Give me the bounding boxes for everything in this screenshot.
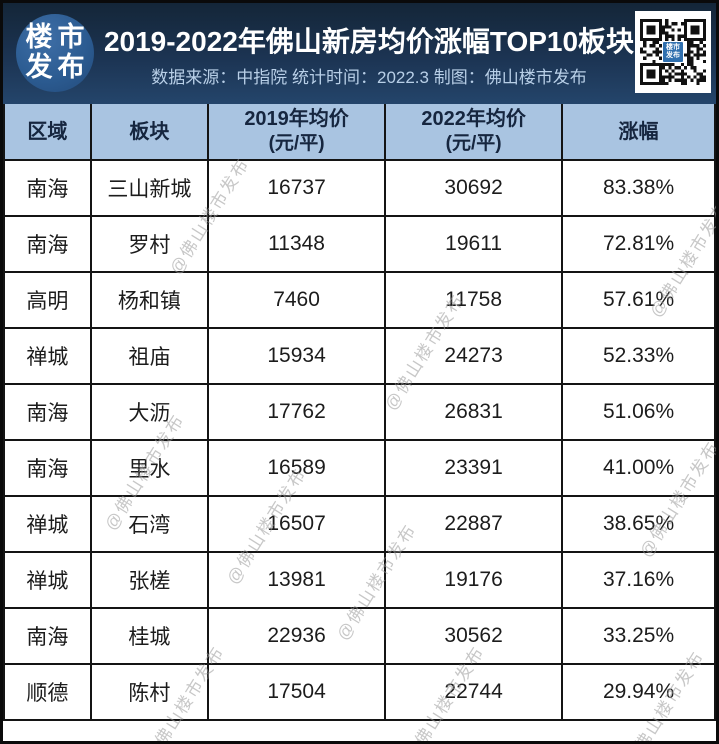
col-header-region-label: 区域 [27,120,68,143]
col-header-price-2022: 2022年均价 (元/平) [384,104,564,161]
cell-region: 南海 [3,383,92,441]
cell-price-2022: 30562 [384,607,564,665]
table-row: 禅城 石湾 16507 22887 38.65% [3,495,716,553]
cell-price-2019: 15934 [207,327,387,385]
cell-price-2022: 22744 [384,663,564,721]
table-header-row: 区域 板块 2019年均价 (元/平) 2022年均价 (元/平) 涨幅 [3,104,716,161]
cell-region: 禅城 [3,551,92,609]
page-title: 2019-2022年佛山新房均价涨幅TOP10板块 [103,26,635,57]
cell-price-2022: 19176 [384,551,564,609]
table-row: 南海 大沥 17762 26831 51.06% [3,383,716,441]
cell-growth: 38.65% [561,495,716,553]
logo-line1: 楼市 [25,22,90,53]
col-header-price-2019-unit: (元/平) [268,133,325,155]
qr-center-line1: 楼市 [666,43,680,51]
cell-price-2022: 23391 [384,439,564,497]
table-body: 南海 三山新城 16737 30692 83.38% 南海 罗村 11348 19611 72.8… [3,159,716,721]
cell-region: 南海 [3,159,92,217]
cell-growth: 72.81% [561,215,716,273]
col-header-region: 区域 [3,104,92,161]
cell-area: 陈村 [89,663,210,721]
cell-price-2019: 17504 [207,663,387,721]
cell-area: 大沥 [89,383,210,441]
cell-region: 顺德 [3,663,92,721]
cell-area: 罗村 [89,215,210,273]
cell-growth: 29.94% [561,663,716,721]
qr-pattern-icon [640,19,706,85]
cell-area: 里水 [89,439,210,497]
cell-price-2022: 30692 [384,159,564,217]
qr-code: 楼市 发布 [635,11,711,93]
cell-area: 杨和镇 [89,271,210,329]
cell-price-2019: 13981 [207,551,387,609]
cell-region: 禅城 [3,495,92,553]
cell-growth: 33.25% [561,607,716,665]
col-header-price-2019: 2019年均价 (元/平) [207,104,387,161]
col-header-price-2022-unit: (元/平) [445,133,502,155]
cell-price-2019: 16589 [207,439,387,497]
table-row: 禅城 张槎 13981 19176 37.16% [3,551,716,609]
cell-price-2022: 24273 [384,327,564,385]
cell-growth: 57.61% [561,271,716,329]
table-head: 区域 板块 2019年均价 (元/平) 2022年均价 (元/平) 涨幅 [3,104,716,161]
cell-price-2019: 7460 [207,271,387,329]
page-subtitle: 数据来源：中指院 统计时间：2022.3 制图：佛山楼市发布 [151,68,587,87]
cell-price-2022: 11758 [384,271,564,329]
cell-area: 石湾 [89,495,210,553]
table-row: 禅城 祖庙 15934 24273 52.33% [3,327,716,385]
cell-price-2019: 17762 [207,383,387,441]
cell-area: 三山新城 [89,159,210,217]
qr-center-label: 楼市 发布 [662,41,684,63]
table-row: 南海 罗村 11348 19611 72.81% [3,215,716,273]
cell-growth: 83.38% [561,159,716,217]
col-header-price-2022-label: 2022年均价 [421,108,526,131]
cell-price-2022: 22887 [384,495,564,553]
cell-region: 南海 [3,215,92,273]
col-header-growth-label: 涨幅 [618,120,659,143]
cell-area: 祖庙 [89,327,210,385]
cell-price-2019: 16737 [207,159,387,217]
cell-region: 禅城 [3,327,92,385]
table-row: 顺德 陈村 17504 22744 29.94% [3,663,716,721]
cell-growth: 37.16% [561,551,716,609]
logo-badge: 楼市 发布 [16,14,94,92]
col-header-price-2019-label: 2019年均价 [244,108,349,131]
cell-region: 南海 [3,607,92,665]
cell-price-2022: 19611 [384,215,564,273]
col-header-area: 板块 [89,104,210,161]
price-growth-table: 区域 板块 2019年均价 (元/平) 2022年均价 (元/平) 涨幅 南海三… [3,104,716,721]
table-row: 南海 桂城 22936 30562 33.25% [3,607,716,665]
cell-region: 南海 [3,439,92,497]
cell-price-2019: 16507 [207,495,387,553]
logo-line2: 发布 [25,52,90,82]
table-row: 高明 杨和镇 7460 11758 57.61% [3,271,716,329]
cell-price-2019: 11348 [207,215,387,273]
cell-area: 张槎 [89,551,210,609]
table-row: 南海 里水 16589 23391 41.00% [3,439,716,497]
cell-region: 高明 [3,271,92,329]
col-header-area-label: 板块 [129,120,170,143]
col-header-growth: 涨幅 [561,104,716,161]
qr-center-line2: 发布 [666,52,680,59]
cell-price-2022: 26831 [384,383,564,441]
cell-growth: 41.00% [561,439,716,497]
cell-growth: 51.06% [561,383,716,441]
header-banner: 楼市 发布 2019-2022年佛山新房均价涨幅TOP10板块 数据来源：中指院… [3,3,716,104]
table-row: 南海 三山新城 16737 30692 83.38% [3,159,716,217]
cell-price-2019: 22936 [207,607,387,665]
cell-growth: 52.33% [561,327,716,385]
cell-area: 桂城 [89,607,210,665]
